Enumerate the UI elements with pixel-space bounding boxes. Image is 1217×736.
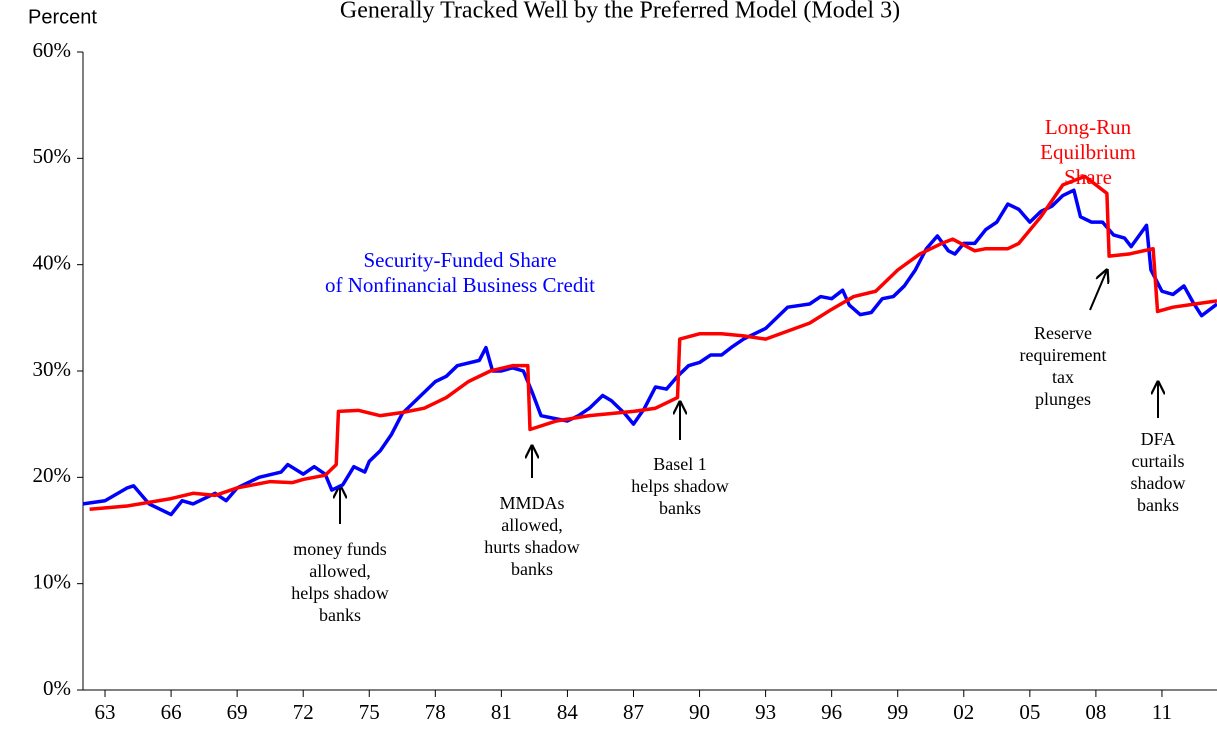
annotation: money funds allowed, helps shadow banks [291, 539, 389, 625]
x-tick-label: 08 [1085, 700, 1106, 724]
x-tick-label: 11 [1152, 700, 1172, 724]
series-label: Security-Funded Share of Nonfinancial Bu… [324, 248, 596, 297]
y-axis-label: Percent [28, 6, 97, 28]
y-tick-label: 10% [33, 569, 72, 593]
arrow [1089, 270, 1107, 311]
x-tick-label: 05 [1019, 700, 1040, 724]
arrows [340, 270, 1158, 524]
series-line [82, 188, 1217, 517]
x-tick-label: 81 [491, 700, 512, 724]
annotation: Reserve requirement tax plunges [1019, 323, 1107, 409]
annotation: Basel 1 helps shadow banks [631, 454, 729, 518]
x-tick-label: 78 [425, 700, 446, 724]
x-tick-label: 99 [887, 700, 908, 724]
x-tick-label: 69 [227, 700, 248, 724]
y-tick-label: 0% [43, 676, 71, 700]
series-label: Long-Run Equilbrium Share [1040, 115, 1136, 189]
annotation: MMDAs allowed, hurts shadow banks [484, 493, 580, 579]
chart-title: Generally Tracked Well by the Preferred … [340, 0, 900, 24]
x-tick-label: 02 [953, 700, 974, 724]
y-tick-label: 20% [33, 463, 72, 487]
y-tick-label: 40% [33, 250, 72, 274]
y-tick-label: 50% [33, 144, 72, 168]
x-tick-label: 96 [821, 700, 842, 724]
x-tick-label: 84 [557, 700, 579, 724]
x-tick-label: 90 [689, 700, 710, 724]
x-tick-label: 72 [293, 700, 314, 724]
annotation: DFA curtails shadow banks [1130, 429, 1186, 515]
x-tick-label: 66 [161, 700, 182, 724]
x-tick-label: 87 [623, 700, 644, 724]
series-line [89, 174, 1217, 511]
x-tick-label: 63 [95, 700, 116, 724]
x-tick-label: 75 [359, 700, 380, 724]
y-tick-label: 60% [33, 38, 72, 62]
y-tick-label: 30% [33, 357, 72, 381]
x-tick-label: 93 [755, 700, 776, 724]
